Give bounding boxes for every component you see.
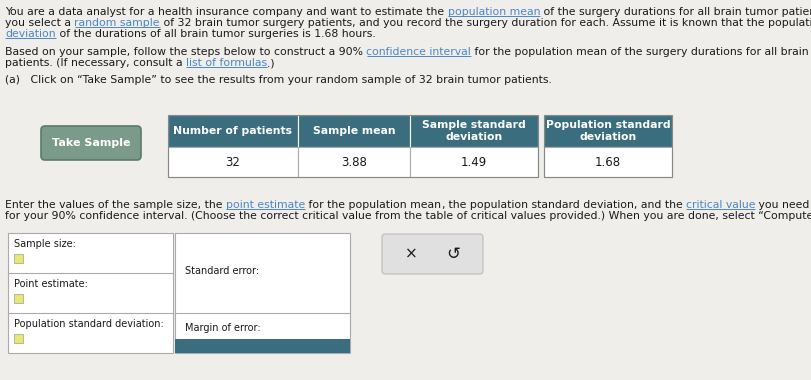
FancyBboxPatch shape — [298, 115, 410, 147]
Text: Sample mean: Sample mean — [312, 126, 395, 136]
Text: for your 90% confidence interval. (Choose the correct critical value from the ta: for your 90% confidence interval. (Choos… — [5, 211, 811, 221]
FancyBboxPatch shape — [543, 147, 672, 177]
Text: Margin of error:: Margin of error: — [185, 323, 260, 333]
FancyBboxPatch shape — [8, 233, 173, 353]
FancyBboxPatch shape — [14, 254, 23, 263]
Text: .): .) — [267, 58, 281, 68]
Text: Enter the values of the sample size, the: Enter the values of the sample size, the — [5, 200, 225, 210]
Text: Take Sample: Take Sample — [52, 138, 130, 148]
FancyBboxPatch shape — [410, 147, 538, 177]
FancyBboxPatch shape — [168, 115, 298, 147]
Text: the population standard deviation, and the: the population standard deviation, and t… — [444, 200, 685, 210]
FancyBboxPatch shape — [381, 234, 483, 274]
Text: Population standard
deviation: Population standard deviation — [545, 120, 670, 142]
Text: Based on your sample, follow the steps below to construct a 90%: Based on your sample, follow the steps b… — [5, 47, 366, 57]
Text: of the surgery durations for all brain tumor patients. To do so,: of the surgery durations for all brain t… — [539, 7, 811, 17]
Text: of 32 brain tumor surgery patients, and you record the surgery duration for each: of 32 brain tumor surgery patients, and … — [160, 18, 811, 28]
Text: 32: 32 — [225, 155, 240, 168]
Text: Point estimate:: Point estimate: — [14, 279, 88, 289]
Text: point estimate: point estimate — [225, 200, 305, 210]
Text: for the population mean: for the population mean — [305, 200, 440, 210]
Text: (a)   Click on “Take Sample” to see the results from your random sample of 32 br: (a) Click on “Take Sample” to see the re… — [5, 75, 551, 85]
Text: ,: , — [440, 200, 444, 210]
Text: population mean: population mean — [447, 7, 539, 17]
FancyBboxPatch shape — [14, 294, 23, 303]
FancyBboxPatch shape — [298, 147, 410, 177]
Text: ×: × — [405, 247, 418, 261]
Text: you need: you need — [754, 200, 809, 210]
Text: random sample: random sample — [75, 18, 160, 28]
FancyBboxPatch shape — [543, 115, 672, 147]
Text: patients. (If necessary, consult a: patients. (If necessary, consult a — [5, 58, 186, 68]
FancyBboxPatch shape — [410, 115, 538, 147]
Text: ↺: ↺ — [446, 245, 460, 263]
Text: 1.49: 1.49 — [461, 155, 487, 168]
FancyBboxPatch shape — [14, 334, 23, 343]
Text: Standard error:: Standard error: — [185, 266, 259, 276]
Text: 1.68: 1.68 — [594, 155, 620, 168]
Text: critical value: critical value — [685, 200, 754, 210]
Text: Sample size:: Sample size: — [14, 239, 75, 249]
FancyBboxPatch shape — [175, 233, 350, 353]
Text: Number of patients: Number of patients — [174, 126, 292, 136]
Text: 3.88: 3.88 — [341, 155, 367, 168]
FancyBboxPatch shape — [175, 339, 350, 353]
Text: Population standard deviation:: Population standard deviation: — [14, 319, 164, 329]
Text: deviation: deviation — [5, 29, 56, 39]
Text: list of formulas: list of formulas — [186, 58, 267, 68]
Text: you select a: you select a — [5, 18, 75, 28]
Text: of the durations of all brain tumor surgeries is 1.68 hours.: of the durations of all brain tumor surg… — [56, 29, 375, 39]
FancyBboxPatch shape — [41, 126, 141, 160]
Text: You are a data analyst for a health insurance company and want to estimate the: You are a data analyst for a health insu… — [5, 7, 447, 17]
FancyBboxPatch shape — [168, 147, 298, 177]
Text: Sample standard
deviation: Sample standard deviation — [422, 120, 526, 142]
Text: for the population mean of the surgery durations for all brain tumor: for the population mean of the surgery d… — [470, 47, 811, 57]
Text: confidence interval: confidence interval — [366, 47, 470, 57]
